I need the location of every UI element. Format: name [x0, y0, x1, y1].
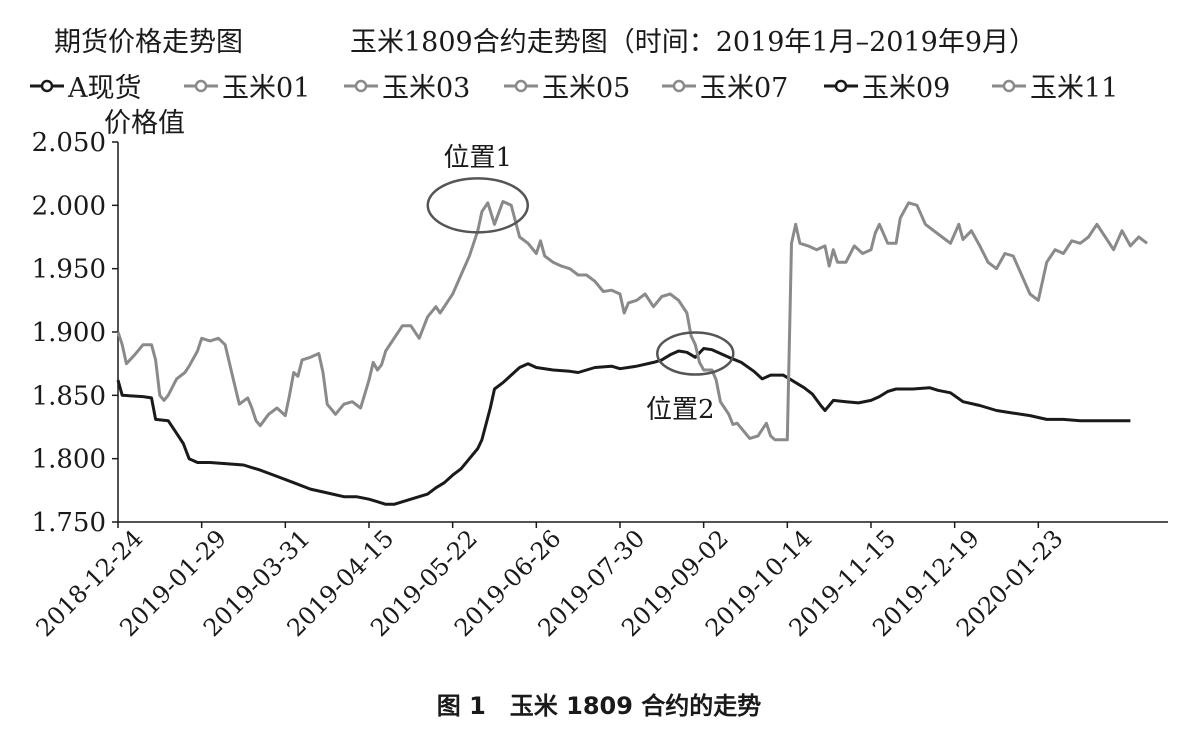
y-tick-label: 1.900: [32, 318, 106, 348]
legend-marker-icon: [184, 79, 218, 92]
legend-item: 玉米11: [990, 66, 1118, 105]
legend-item: 玉米01: [182, 66, 310, 105]
annotation-label: 位置1: [443, 143, 512, 173]
legend-item: 玉米03: [342, 66, 470, 105]
chart-canvas: 1.7501.8001.8501.9001.9502.0002.050价格值20…: [31, 108, 1168, 642]
legend-label: A现货: [68, 73, 142, 104]
y-axis-label: 价格值: [104, 108, 185, 139]
legend-marker-icon: [344, 79, 378, 92]
legend-marker-icon: [30, 79, 64, 92]
series-line: [116, 200, 1148, 442]
annotation-ellipse: [426, 177, 530, 234]
y-tick-label: 2.050: [32, 128, 106, 158]
y-tick-label: 1.950: [32, 255, 106, 285]
series-line: [116, 347, 1131, 506]
legend-item: 玉米09: [822, 66, 950, 105]
annotation-label: 位置2: [646, 395, 715, 425]
y-tick-label: 1.850: [32, 381, 106, 411]
legend-marker-icon: [992, 79, 1026, 92]
legend-label: 玉米11: [1030, 73, 1119, 104]
legend-marker-icon: [662, 79, 696, 92]
header-left: 期货价格走势图: [54, 27, 243, 58]
legend-label: 玉米05: [542, 73, 631, 104]
legend-label: 玉米09: [862, 73, 951, 104]
y-tick-label: 1.800: [32, 445, 106, 475]
legend-item: 玉米07: [660, 66, 788, 105]
legend-item: A现货: [28, 66, 142, 105]
annotation-ellipse: [656, 331, 735, 376]
y-tick-label: 2.000: [32, 191, 106, 221]
legend-item: 玉米05: [502, 66, 630, 105]
y-tick-label: 1.750: [32, 508, 106, 538]
legend-marker-icon: [504, 79, 538, 92]
legend-label: 玉米07: [700, 73, 789, 104]
legend-label: 玉米03: [382, 73, 471, 104]
legend-label: 玉米01: [222, 73, 311, 104]
chart-title: 玉米1809合约走势图（时间：2019年1月–2019年9月）: [350, 27, 1036, 58]
legend-marker-icon: [824, 79, 858, 92]
figure-caption: 图 1 玉米 1809 合约的走势: [436, 692, 762, 720]
